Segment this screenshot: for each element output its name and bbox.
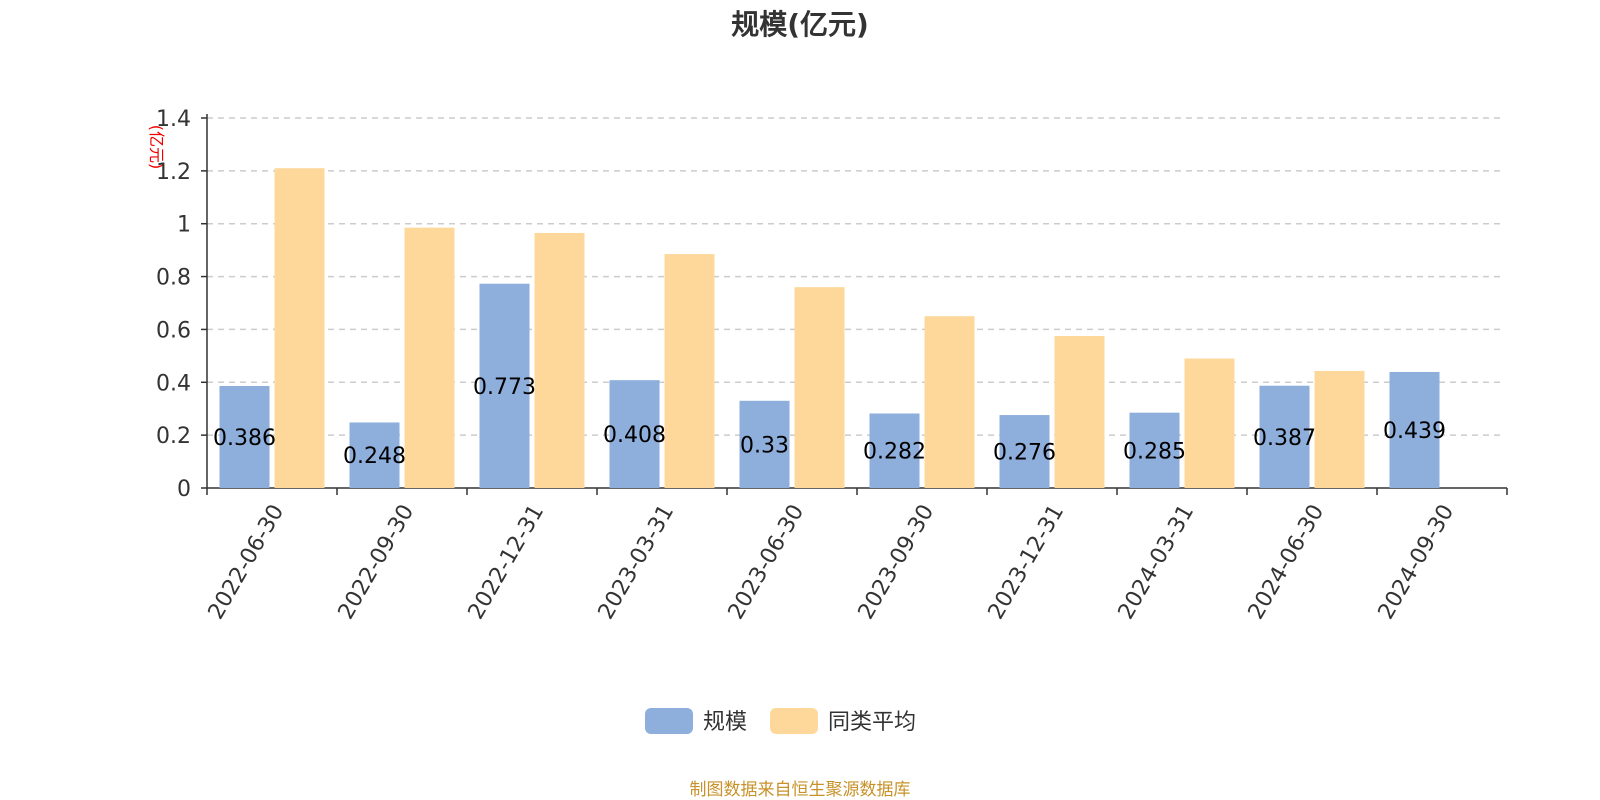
x-tick-label: 2023-12-31 [984, 501, 1070, 624]
bar-scale [1129, 412, 1180, 488]
y-tick-label: 0 [177, 477, 191, 502]
bar-peer-average [794, 287, 845, 488]
data-label: 0.408 [603, 423, 666, 448]
data-label: 0.285 [1123, 439, 1186, 464]
x-tick-label: 2022-06-30 [204, 501, 290, 624]
data-label: 0.282 [863, 440, 926, 465]
bar-peer-average [924, 316, 975, 488]
bar-scale [609, 380, 660, 488]
y-tick-label: 1.4 [156, 107, 191, 132]
bar-peer-average [534, 232, 585, 488]
bar-scale [479, 283, 530, 488]
bar-peer-average [1054, 336, 1105, 488]
y-axis-unit-label: (亿元) [147, 125, 166, 170]
x-tick-label: 2023-09-30 [854, 501, 940, 624]
bar-peer-average [274, 168, 325, 488]
x-tick-label: 2023-03-31 [594, 501, 680, 624]
y-tick-label: 0.4 [156, 371, 191, 396]
bar-scale [349, 422, 400, 488]
data-label: 0.386 [213, 426, 276, 451]
bar-peer-average [404, 227, 455, 488]
bar-scale [739, 400, 790, 488]
legend-label-peer-average[interactable]: 同类平均 [828, 710, 916, 735]
data-label: 0.276 [993, 441, 1056, 466]
data-source-note: 制图数据来自恒生聚源数据库 [690, 780, 911, 800]
chart-title: 规模(亿元) [731, 8, 869, 41]
legend-swatch-peer-average[interactable] [770, 708, 818, 734]
bar-peer-average [1314, 370, 1365, 488]
y-tick-label: 0.8 [156, 266, 191, 291]
bar-scale [869, 413, 920, 488]
bar-peer-average [664, 254, 715, 488]
bars [219, 168, 1440, 488]
x-tick-label: 2024-06-30 [1244, 501, 1330, 624]
x-tick-label: 2022-12-31 [464, 501, 550, 624]
bar-scale [219, 385, 270, 488]
data-labels: 0.386 0.248 0.773 0.408 0.33 0.282 0.276 0.285 0… [213, 375, 1446, 469]
bar-scale [1259, 385, 1310, 488]
data-label: 0.387 [1253, 426, 1316, 451]
x-tick-label: 2024-03-31 [1114, 501, 1200, 624]
y-tick-label: 1.2 [156, 160, 191, 185]
legend-swatch-scale[interactable] [645, 708, 693, 734]
legend[interactable]: 规模 同类平均 [645, 708, 916, 735]
y-tick-label: 1 [177, 213, 191, 238]
data-label: 0.248 [343, 444, 406, 469]
x-tick-label: 2022-09-30 [334, 501, 420, 624]
data-label: 0.773 [473, 375, 536, 400]
data-label: 0.439 [1383, 419, 1446, 444]
bar-scale [999, 415, 1050, 488]
data-label: 0.33 [740, 433, 789, 458]
bar-peer-average [1184, 358, 1235, 488]
y-tick-label: 0.6 [156, 318, 191, 343]
legend-label-scale[interactable]: 规模 [703, 710, 747, 735]
x-tick-label: 2024-09-30 [1374, 501, 1460, 624]
y-tick-label: 0.2 [156, 424, 191, 449]
x-tick-label: 2023-06-30 [724, 501, 810, 624]
bar-scale [1389, 371, 1440, 488]
